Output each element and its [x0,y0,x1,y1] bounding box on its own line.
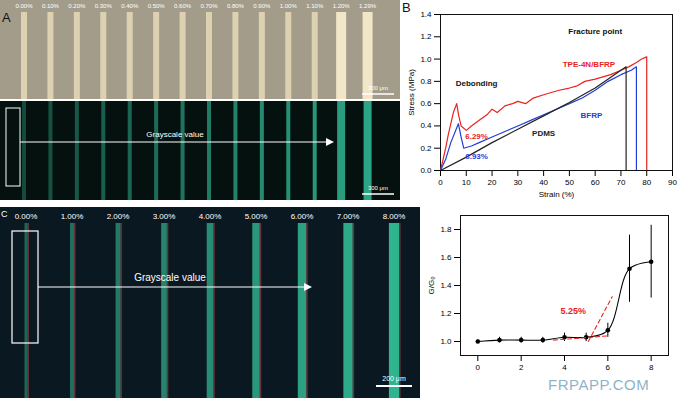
svg-text:0.00%: 0.00% [15,3,33,9]
svg-text:Fracture point: Fracture point [568,27,622,36]
svg-text:8.00%: 8.00% [383,212,406,221]
svg-text:7.00%: 7.00% [337,212,360,221]
svg-text:30: 30 [513,178,522,187]
svg-text:70: 70 [616,178,625,187]
svg-text:6.29%: 6.29% [465,132,488,141]
html-text:B: B [402,0,411,15]
svg-text:8: 8 [649,363,654,372]
svg-text:1.0: 1.0 [420,55,432,64]
svg-text:1.00%: 1.00% [61,212,84,221]
svg-text:1.4: 1.4 [420,10,432,19]
svg-text:2.00%: 2.00% [107,212,130,221]
svg-text:1.10%: 1.10% [306,3,324,9]
svg-text:A: A [2,10,11,25]
svg-text:0.40%: 0.40% [121,3,139,9]
svg-text:0.90%: 0.90% [253,3,271,9]
svg-text:Debonding: Debonding [456,79,498,88]
svg-text:60: 60 [591,178,600,187]
svg-text:1.20%: 1.20% [333,3,351,9]
svg-text:5.25%: 5.25% [560,306,586,316]
svg-text:80: 80 [642,178,651,187]
svg-text:0.0: 0.0 [420,166,432,175]
svg-text:4: 4 [562,363,567,372]
svg-text:20: 20 [488,178,497,187]
svg-text:2: 2 [519,363,524,372]
svg-text:0.30%: 0.30% [95,3,113,9]
svg-text:50: 50 [565,178,574,187]
svg-text:300 μm: 300 μm [368,185,388,191]
svg-text:0.6: 0.6 [420,99,432,108]
svg-text:0.00%: 0.00% [15,212,38,221]
svg-text:1.2: 1.2 [420,32,432,41]
svg-text:40: 40 [539,178,548,187]
svg-text:0.2: 0.2 [420,144,432,153]
svg-text:6.00%: 6.00% [291,212,314,221]
svg-text:0: 0 [438,178,443,187]
svg-text:3.00%: 3.00% [153,212,176,221]
svg-text:6.93%: 6.93% [465,152,488,161]
svg-text:10: 10 [462,178,471,187]
html-text:FRPAPP.COM: FRPAPP.COM [548,376,650,393]
svg-text:1.4: 1.4 [440,281,452,290]
svg-text:PDMS: PDMS [532,129,556,138]
svg-text:1.0: 1.0 [440,337,452,346]
svg-text:BFRP: BFRP [580,111,602,120]
svg-text:6: 6 [606,363,611,372]
svg-text:300 μm: 300 μm [368,85,388,91]
svg-text:0.80%: 0.80% [227,3,245,9]
svg-text:1.2: 1.2 [440,309,452,318]
svg-text:5.00%: 5.00% [245,212,268,221]
svg-text:1.8: 1.8 [440,225,452,234]
svg-text:1.29%: 1.29% [359,3,377,9]
svg-text:0: 0 [476,363,481,372]
svg-text:200 μm: 200 μm [382,375,406,383]
svg-text:0.20%: 0.20% [68,3,86,9]
svg-text:0.8: 0.8 [420,77,432,86]
svg-text:90: 90 [668,178,677,187]
svg-text:0.10%: 0.10% [42,3,60,9]
svg-text:0.50%: 0.50% [148,3,166,9]
svg-text:G/G₀: G/G₀ [427,277,436,295]
svg-text:4.00%: 4.00% [199,212,222,221]
svg-text:0.4: 0.4 [420,121,432,130]
svg-text:0.60%: 0.60% [174,3,192,9]
svg-text:Grayscale value: Grayscale value [134,272,206,283]
svg-text:Stress (MPa): Stress (MPa) [407,69,416,116]
svg-text:Strain (%): Strain (%) [539,190,575,199]
svg-text:1.6: 1.6 [440,253,452,262]
svg-text:TPE-4N/BFRP: TPE-4N/BFRP [563,60,616,69]
svg-text:Grayscale value: Grayscale value [146,130,204,139]
svg-text:1.00%: 1.00% [280,3,298,9]
svg-text:C: C [1,209,8,219]
svg-text:0.70%: 0.70% [200,3,218,9]
